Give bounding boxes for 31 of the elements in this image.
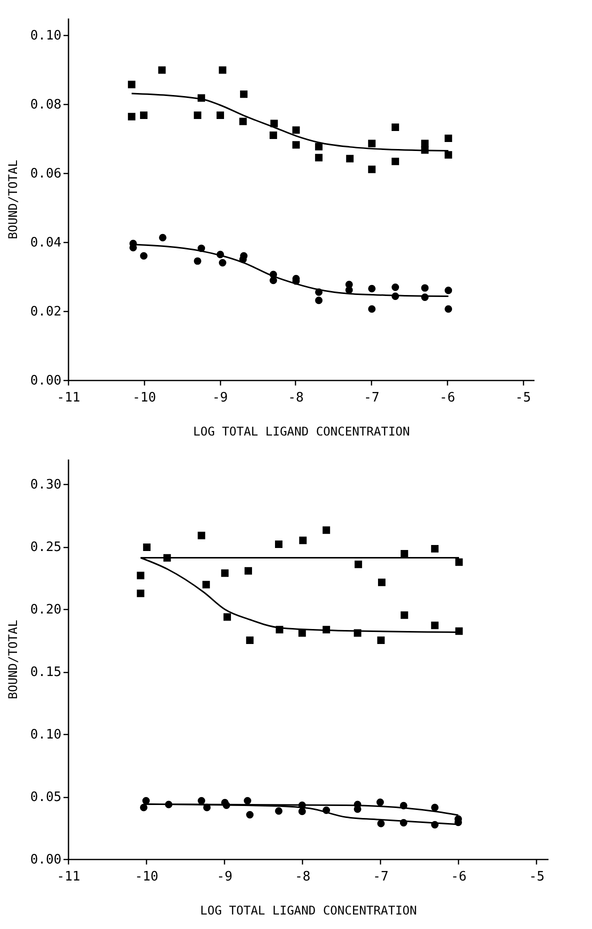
y-axis-title: BOUND/TOTAL (6, 620, 20, 700)
x-axis-title: LOG TOTAL LIGAND CONCENTRATION (200, 904, 417, 918)
y-tick-label: 0.02 (30, 304, 62, 320)
y-axis-title: BOUND/TOTAL (6, 160, 20, 240)
x-tick-label: -8 (294, 870, 310, 884)
x-tick-label: -9 (216, 870, 232, 884)
x-tick-label: -6 (440, 390, 456, 406)
x-tick-label: -7 (372, 870, 389, 884)
y-tick-label: 0.08 (30, 98, 62, 113)
x-tick-label: -10 (132, 390, 156, 406)
y-tick-label: 0.00 (30, 852, 62, 868)
y-tick-label: 0.00 (30, 374, 62, 388)
y-tick-label: 0.06 (30, 166, 62, 182)
x-axis-title: LOG TOTAL LIGAND CONCENTRATION (193, 424, 410, 438)
y-tick-label: 0.04 (30, 236, 62, 251)
x-tick-label: -5 (515, 390, 531, 406)
y-tick-label: 0.25 (30, 540, 62, 555)
y-tick-label: 0.10 (30, 28, 62, 44)
x-tick-label: -10 (134, 870, 158, 884)
x-tick-label: -7 (364, 390, 380, 406)
x-tick-label: -8 (288, 390, 304, 406)
y-tick-label: 0.15 (30, 665, 62, 680)
x-tick-label: -5 (528, 870, 545, 884)
y-tick-label: 0.10 (30, 728, 62, 742)
x-tick-label: -11 (56, 390, 80, 406)
y-tick-label: 0.20 (30, 602, 62, 618)
x-tick-label: -6 (450, 870, 467, 884)
x-tick-label: -11 (56, 870, 80, 884)
y-tick-label: 0.30 (30, 478, 62, 492)
x-tick-label: -9 (212, 390, 228, 406)
y-tick-label: 0.05 (30, 790, 62, 805)
